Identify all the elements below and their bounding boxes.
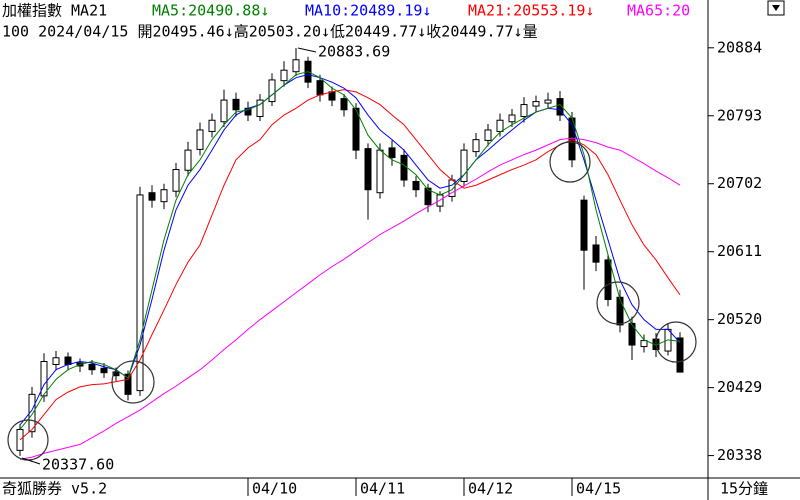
header: 加權指數 MA21 MA5:20490.88↓ MA10:20489.19↓ M… <box>2 2 690 41</box>
header-quote: 100 2024/04/15 開20495.46↓高20503.20↓低2044… <box>2 23 538 41</box>
period-label: 15分鐘 <box>720 480 768 498</box>
annotation: 20337.60 <box>42 456 114 474</box>
candle-body <box>484 129 492 141</box>
candle-body <box>316 80 324 96</box>
candle-body <box>352 107 360 151</box>
y-tick-label: 20884 <box>717 38 762 56</box>
candle-body <box>532 101 540 107</box>
candle-body <box>424 187 432 206</box>
candle-body <box>376 149 384 194</box>
app-name: 奇狐勝券 v5.2 <box>2 480 107 498</box>
x-tick-label: 04/11 <box>360 480 405 498</box>
header-title: 加權指數 MA21 <box>2 2 107 20</box>
header-ma10: MA10:20489.19↓ <box>305 2 431 20</box>
candle-body <box>412 180 420 191</box>
candle-body <box>628 322 636 346</box>
candle-body <box>232 98 240 111</box>
candle-body <box>280 69 288 82</box>
candle-body <box>136 194 144 392</box>
candle-body <box>640 340 648 348</box>
candle-body <box>400 154 408 181</box>
candle-body <box>292 59 300 73</box>
annotation: 20883.69 <box>318 43 390 61</box>
candle-body <box>508 114 516 123</box>
x-tick-label: 04/12 <box>468 480 513 498</box>
candle-body <box>544 99 552 104</box>
candle-body <box>100 367 108 374</box>
menu-icon <box>772 5 780 11</box>
candle-body <box>520 104 528 118</box>
highlight-circle <box>596 281 640 325</box>
annotation-leader <box>21 457 41 465</box>
x-tick-label: 04/10 <box>252 480 297 498</box>
candle-body <box>112 371 120 377</box>
ma-line <box>19 89 681 441</box>
annotation-leader <box>297 47 317 53</box>
candle-body <box>220 99 228 123</box>
candle-body <box>148 192 156 201</box>
candle-body <box>208 119 216 132</box>
y-tick-label: 20611 <box>717 242 762 260</box>
candle-body <box>160 189 168 203</box>
plot-area <box>16 48 684 460</box>
header-ma65: MA65:20 <box>627 2 690 20</box>
ma-line <box>19 137 681 460</box>
candle-body <box>460 149 468 182</box>
candle-body <box>472 139 480 153</box>
candle-body <box>64 356 72 365</box>
candle-body <box>124 373 132 395</box>
candle-body <box>364 148 372 191</box>
candle-body <box>388 147 396 159</box>
y-tick-label: 20793 <box>717 106 762 124</box>
highlight-circle <box>655 321 697 363</box>
candle-body <box>328 91 336 101</box>
candle-body <box>616 296 624 326</box>
highlight-circle <box>549 141 591 183</box>
x-tick-label: 04/15 <box>576 480 621 498</box>
candle-body <box>592 244 600 263</box>
candle-body <box>196 129 204 150</box>
candle-body <box>256 99 264 118</box>
candle-body <box>268 79 276 103</box>
candle-body <box>52 357 60 365</box>
y-tick-label: 20520 <box>717 310 762 328</box>
candle-body <box>340 98 348 111</box>
y-tick-label: 20702 <box>717 174 762 192</box>
candle-body <box>40 360 48 397</box>
header-ma21: MA21:20553.19↓ <box>468 2 594 20</box>
candle-body <box>496 119 504 132</box>
y-tick-label: 20338 <box>717 446 762 464</box>
candle-body <box>88 363 96 371</box>
header-ma5: MA5:20490.88↓ <box>152 2 269 20</box>
candle-body <box>172 169 180 192</box>
ma-line <box>19 71 681 430</box>
highlight-circle <box>111 360 155 404</box>
candle-body <box>604 259 612 300</box>
candle-body <box>580 199 588 251</box>
candle-body <box>676 337 684 373</box>
y-tick-label: 20429 <box>717 378 762 396</box>
candle-body <box>556 98 564 116</box>
candle-body <box>184 149 192 171</box>
